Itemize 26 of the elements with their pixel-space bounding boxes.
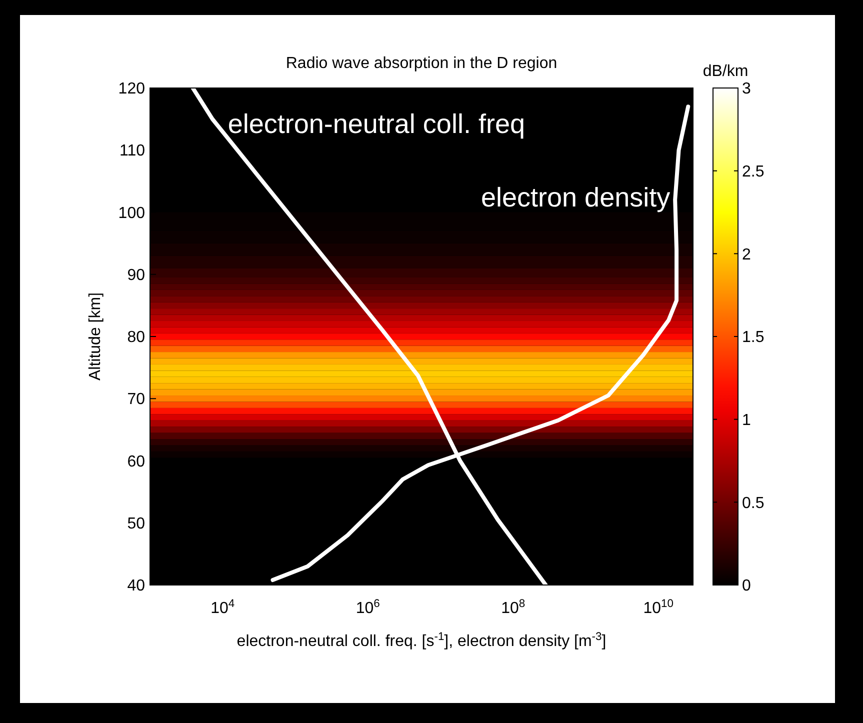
- x-axis-title: electron-neutral coll. freq. [s$^{-1}$], electron density [m$^{-3}$]: [236, 631, 606, 650]
- y-tick-label: 70: [127, 391, 146, 408]
- series-label: electron-neutral coll. freq: [228, 109, 525, 139]
- y-axis-title: Altitude [km]: [87, 292, 104, 381]
- color-bar-label: 1: [742, 412, 751, 429]
- x-tick-label: 10$^{8}$: [501, 598, 526, 617]
- y-tick-label: 50: [127, 515, 146, 532]
- color-bar-title: dB/km: [702, 63, 748, 80]
- color-bar-label: 1.5: [742, 329, 764, 346]
- y-tick-label: 80: [127, 329, 146, 346]
- y-tick-label: 110: [119, 142, 146, 160]
- y-tick-label: 60: [127, 453, 146, 470]
- color-bar-label: 2: [742, 246, 751, 264]
- y-tick-label: 100: [118, 204, 146, 222]
- color-bar-label: 0: [742, 578, 751, 595]
- y-tick-label: 40: [127, 578, 146, 595]
- series-label: electron density: [481, 182, 671, 213]
- color-bar-label: 2.5: [742, 163, 764, 180]
- y-tick-label: 90: [127, 266, 146, 284]
- chart-title: Radio wave absorption in the D region: [286, 55, 558, 72]
- color-bar-label: 3: [742, 80, 751, 98]
- color-bar-label: 0.5: [742, 494, 764, 512]
- y-tick-label: 120: [118, 80, 146, 98]
- x-tick-label: 10$^{4}$: [210, 598, 235, 617]
- x-tick-label: 10$^{10}$: [643, 598, 674, 617]
- x-tick-label: 10$^{6}$: [356, 598, 380, 617]
